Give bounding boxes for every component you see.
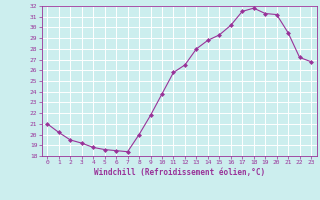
- X-axis label: Windchill (Refroidissement éolien,°C): Windchill (Refroidissement éolien,°C): [94, 168, 265, 177]
